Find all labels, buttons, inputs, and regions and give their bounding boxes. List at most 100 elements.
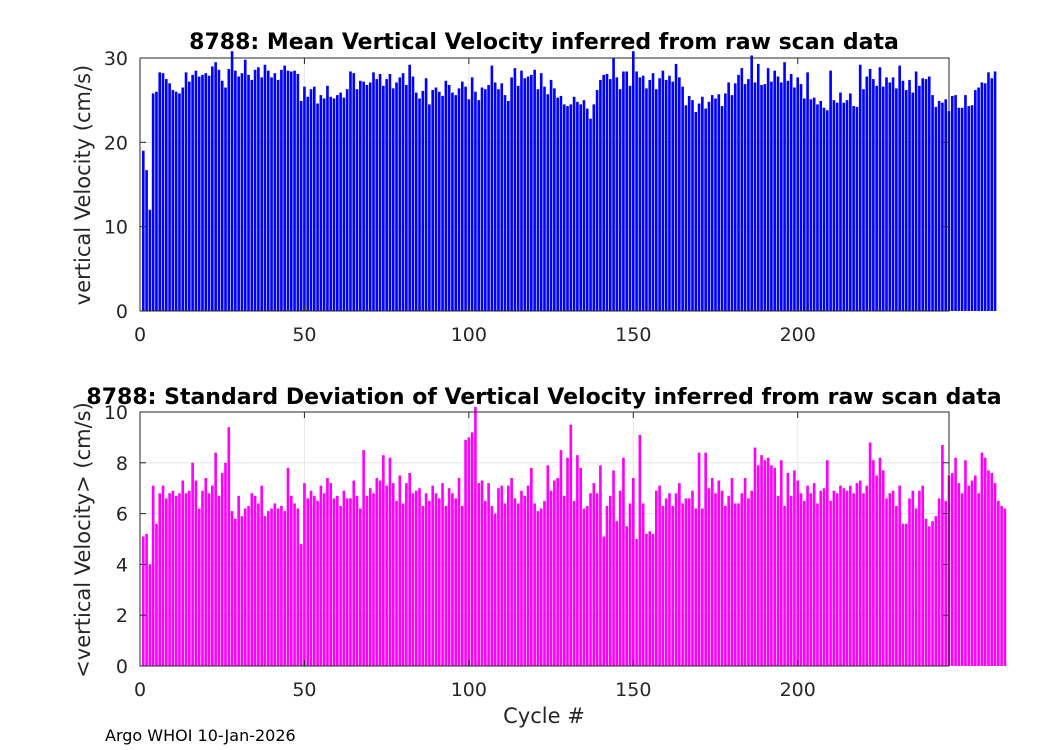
- bar: [243, 59, 247, 311]
- y-tick-label: 20: [104, 132, 128, 154]
- bar: [260, 485, 263, 666]
- bar: [559, 95, 563, 311]
- bar: [842, 488, 846, 666]
- bar: [799, 493, 803, 666]
- bar: [536, 89, 540, 311]
- bar: [296, 74, 300, 312]
- bar: [579, 467, 582, 666]
- bar: [174, 91, 178, 311]
- bar: [299, 101, 303, 311]
- bar: [954, 457, 957, 666]
- bar: [437, 91, 441, 311]
- bar: [375, 79, 379, 311]
- y-tick-label: 8: [116, 453, 128, 475]
- bar: [783, 505, 786, 666]
- bar: [648, 79, 652, 312]
- bar: [983, 83, 987, 311]
- bar: [151, 485, 155, 666]
- bar: [289, 71, 293, 312]
- bar: [204, 73, 208, 312]
- bar: [385, 79, 388, 311]
- bar: [421, 505, 425, 666]
- bar: [773, 70, 777, 312]
- x-tick-label: 200: [780, 679, 816, 701]
- bar: [950, 472, 954, 666]
- bar: [914, 71, 918, 312]
- bar: [572, 96, 576, 311]
- bar: [743, 478, 747, 666]
- bar: [283, 511, 287, 666]
- bar: [181, 480, 185, 666]
- bar: [855, 106, 859, 311]
- bar: [569, 104, 573, 311]
- bar: [240, 516, 244, 666]
- bar: [520, 70, 523, 312]
- bar: [618, 89, 622, 311]
- bar: [605, 505, 609, 666]
- bar: [766, 457, 770, 666]
- bar: [822, 107, 826, 311]
- bar: [816, 104, 819, 311]
- bar: [701, 508, 704, 666]
- bar: [684, 498, 688, 666]
- bar: [625, 71, 629, 312]
- bar: [849, 485, 852, 666]
- bar: [898, 485, 901, 666]
- bar: [694, 508, 698, 666]
- bar: [849, 93, 852, 311]
- x-tick-label: 150: [615, 679, 651, 701]
- bar: [645, 533, 648, 666]
- bar: [987, 72, 990, 311]
- bar: [901, 523, 905, 666]
- bar: [1003, 508, 1007, 666]
- bar: [224, 87, 227, 312]
- bar: [819, 101, 823, 311]
- bar: [891, 77, 895, 312]
- bar: [631, 478, 635, 666]
- bar: [730, 478, 734, 666]
- bar: [188, 81, 191, 311]
- bar: [957, 483, 961, 666]
- bar: [733, 83, 737, 311]
- bar: [727, 82, 730, 312]
- x-tick-label: 0: [134, 679, 146, 701]
- bar: [895, 88, 898, 311]
- bar: [171, 490, 175, 666]
- bar: [530, 74, 533, 312]
- bar: [395, 500, 398, 666]
- bar: [635, 71, 638, 312]
- bar: [605, 74, 609, 312]
- bar: [960, 493, 964, 666]
- bar: [355, 89, 359, 311]
- bar: [651, 533, 655, 666]
- bar: [556, 97, 559, 311]
- bar: [454, 498, 458, 666]
- bar: [539, 508, 543, 666]
- bar: [826, 460, 829, 666]
- bar: [414, 490, 418, 666]
- bar: [161, 73, 165, 312]
- bar: [470, 432, 474, 666]
- bar: [773, 467, 777, 666]
- bar: [148, 564, 152, 666]
- bar: [164, 79, 168, 311]
- bar: [908, 498, 911, 666]
- bar: [421, 90, 425, 311]
- bar: [710, 95, 714, 311]
- bar: [599, 79, 602, 312]
- bar: [750, 490, 753, 666]
- bar: [368, 488, 372, 666]
- bar: [234, 70, 237, 312]
- bar: [812, 97, 816, 311]
- bar: [714, 98, 717, 311]
- bar: [418, 98, 421, 311]
- bar: [240, 73, 244, 312]
- bar: [211, 485, 214, 666]
- bar: [671, 81, 675, 311]
- bar: [451, 92, 454, 311]
- bar: [868, 68, 872, 312]
- bar: [470, 77, 474, 312]
- bar: [618, 490, 622, 666]
- bar: [852, 493, 855, 666]
- bar: [266, 70, 270, 312]
